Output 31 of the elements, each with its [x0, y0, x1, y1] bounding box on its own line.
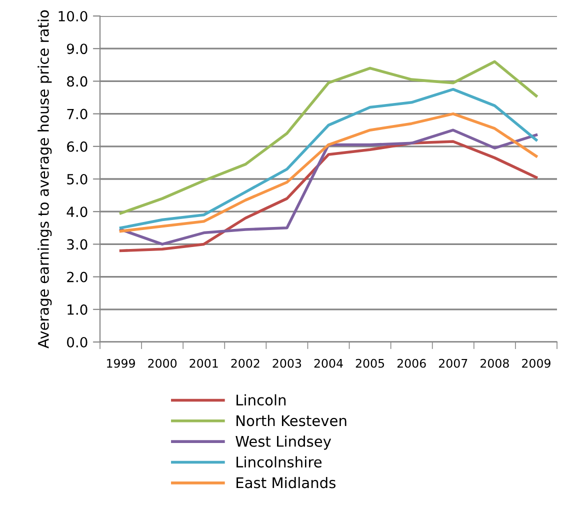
legend-label: North Kesteven — [236, 414, 346, 426]
y-tick-label: 8.0 — [67, 76, 88, 87]
legend-label: Lincoln — [236, 394, 286, 406]
y-tick-label: 10.0 — [58, 10, 88, 22]
y-tick-label: 6.0 — [67, 141, 88, 152]
y-tick-label: 9.0 — [66, 44, 88, 54]
x-tick-label: 2007 — [438, 358, 468, 368]
y-axis-title: Average earnings to average house price ratio — [38, 10, 52, 348]
line-series — [119, 88, 538, 230]
x-tick-label: 2000 — [148, 358, 177, 368]
x-tick-label: 2006 — [397, 358, 426, 368]
x-tick-label: 2004 — [314, 358, 343, 368]
x-tick-label: 2008 — [480, 358, 509, 368]
legend-label: West Lindsey — [236, 436, 332, 450]
y-tick-label: 3.0 — [67, 239, 88, 250]
line-series — [119, 112, 538, 233]
y-tick-label: 0.0 — [67, 336, 88, 348]
legend-label: East Midlands — [236, 476, 336, 488]
x-tick-label: 1999 — [107, 358, 135, 368]
y-tick-label: 7.0 — [67, 108, 88, 120]
x-tick-label: 2003 — [272, 358, 302, 368]
x-tick-label: 2005 — [356, 358, 384, 368]
line-series — [119, 60, 538, 215]
y-tick-label: 4.0 — [66, 206, 88, 218]
legend-label: Lincolnshire — [236, 456, 322, 468]
y-tick-label: 2.0 — [67, 272, 88, 282]
x-tick-label: 2002 — [231, 358, 260, 368]
x-tick-label: 2009 — [522, 358, 550, 368]
x-tick-label: 2001 — [190, 358, 218, 368]
y-tick-label: 1.0 — [68, 304, 88, 315]
y-tick-label: 5.0 — [67, 174, 88, 184]
